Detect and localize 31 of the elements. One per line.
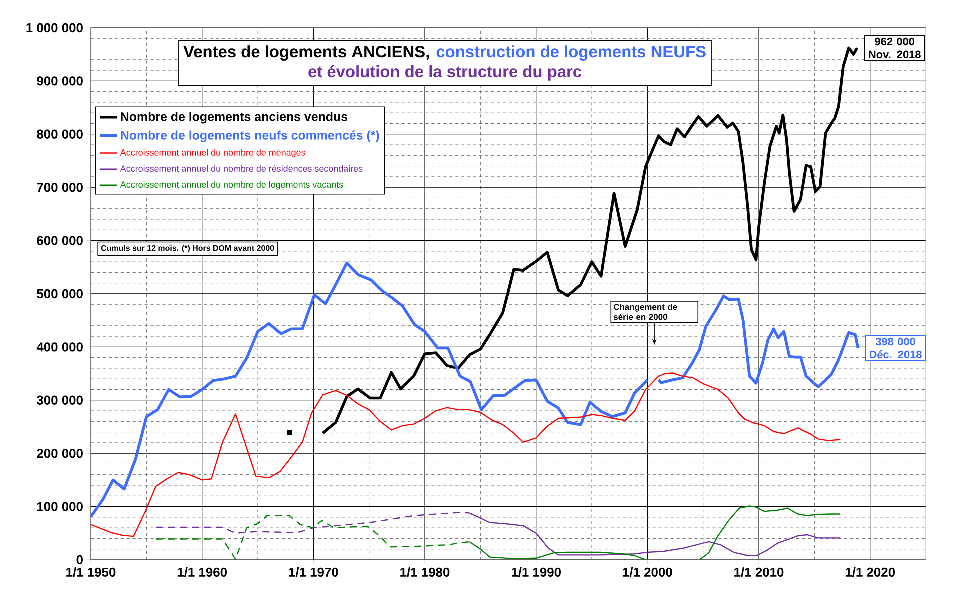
text: construction de logements NEUFS: [436, 46, 706, 62]
y-tick-label: 200 000: [37, 448, 83, 458]
y-tick-label: 600 000: [37, 236, 83, 246]
annotation: et évolution de la structure du parc: [308, 65, 582, 81]
y-tick-label: 800 000: [37, 130, 83, 139]
legend-label: Nombre de logements neufs commencés (*): [121, 130, 380, 142]
y-tick-label: 1 000 000: [26, 23, 83, 33]
text: Ventes de logements ANCIENS,: [184, 46, 430, 62]
y-tick-label: 300 000: [36, 396, 83, 405]
y-tick-label: 100 000: [37, 502, 83, 512]
legend-label: Nombre de logements anciens vendus: [121, 112, 348, 124]
y-tick-label: 500 000: [37, 289, 83, 299]
x-tick-label: 1/1 1950: [66, 567, 116, 578]
y-tick-label: 900 000: [37, 76, 83, 86]
x-tick-label: 1/1 2010: [734, 567, 784, 578]
legend-label: Accroissement annuel du nombre de logements vacants: [120, 181, 344, 190]
legend-label: Accroissement annuel du nombre de résidences secondaires: [120, 165, 363, 172]
x-tick-label: 1/1 1960: [178, 567, 227, 578]
legend-label: Accroissement annuel du nombre de ménages: [120, 149, 306, 158]
x-tick-label: 1/1 1980: [400, 567, 450, 578]
annotation: 962 000 Nov. 2018: [869, 38, 921, 59]
annotation: Changement de série en 2000: [614, 304, 678, 320]
x-tick-label: 1/1 1970: [289, 567, 338, 578]
line-series: [90, 372, 842, 538]
y-tick-label: 400 000: [36, 342, 83, 352]
y-tick-label: 0: [76, 555, 83, 565]
annotation: 398 000 Déc. 2018: [870, 338, 922, 359]
y-tick-label: 700 000: [37, 182, 83, 192]
x-tick-label: 1/1 2000: [623, 567, 672, 578]
x-tick-label: 1/1 1990: [512, 567, 561, 578]
x-tick-label: 1/1 2020: [846, 567, 896, 578]
